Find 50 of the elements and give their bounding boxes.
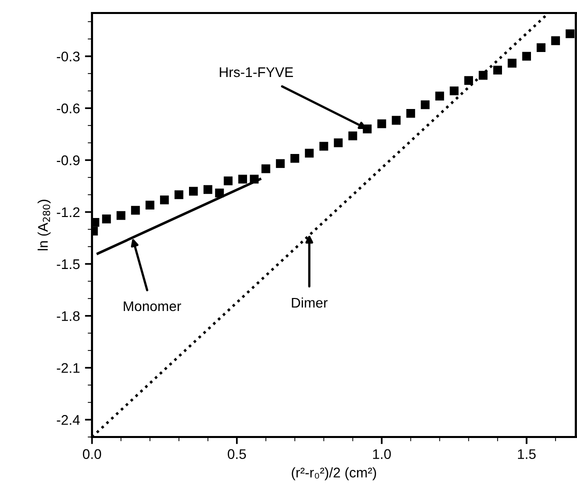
point: [224, 176, 233, 186]
y-axis-title: ln (A$_{280}$): [38, 200, 51, 250]
point: [261, 164, 270, 174]
point: [304, 148, 314, 158]
x-axis-title: (r²-r₀²)/2 (cm²): [292, 467, 376, 480]
annotation: Dimer: [292, 297, 328, 308]
point: [276, 159, 285, 168]
point: [250, 174, 259, 184]
point: [551, 36, 560, 46]
y-tick-label: -2.4: [56, 415, 80, 425]
y-tick-label: -1.8: [56, 311, 80, 322]
point: [215, 188, 224, 198]
point: [146, 200, 154, 210]
point: [238, 174, 248, 184]
x-tick-label: 0.0: [82, 449, 102, 460]
point: [334, 138, 343, 148]
point: [174, 190, 184, 200]
y-tick-label: -1.5: [56, 259, 80, 270]
annotation: Monomer: [124, 301, 182, 312]
point: [189, 186, 198, 196]
point: [450, 86, 459, 96]
x-tick-label: 0.5: [228, 449, 246, 460]
point: [464, 76, 474, 85]
y-tick-label: -0.6: [56, 104, 80, 114]
point: [435, 92, 444, 100]
point: [290, 154, 300, 163]
x-tick-label: 1.0: [373, 449, 391, 460]
point: [536, 43, 546, 52]
y-tick-label: -2.1: [56, 363, 80, 373]
point: [493, 66, 502, 74]
point: [392, 116, 401, 125]
point: [406, 108, 416, 118]
point: [377, 119, 386, 128]
point: [116, 211, 126, 220]
point: [522, 52, 531, 61]
x-tick-label: 1.5: [518, 449, 536, 460]
point: [131, 206, 140, 215]
point: [478, 70, 488, 80]
point: [102, 214, 111, 224]
point: [204, 185, 212, 194]
y-tick-label: -0.3: [56, 52, 80, 62]
point: [348, 131, 358, 140]
point: [566, 29, 574, 38]
point: [420, 100, 430, 110]
point: [508, 58, 516, 68]
point: [319, 142, 328, 151]
annotation: Hrs-1-FYVE: [220, 67, 293, 78]
point: [160, 196, 169, 204]
y-tick-label: -0.9: [56, 155, 80, 166]
y-tick-label: -1.2: [56, 207, 80, 218]
